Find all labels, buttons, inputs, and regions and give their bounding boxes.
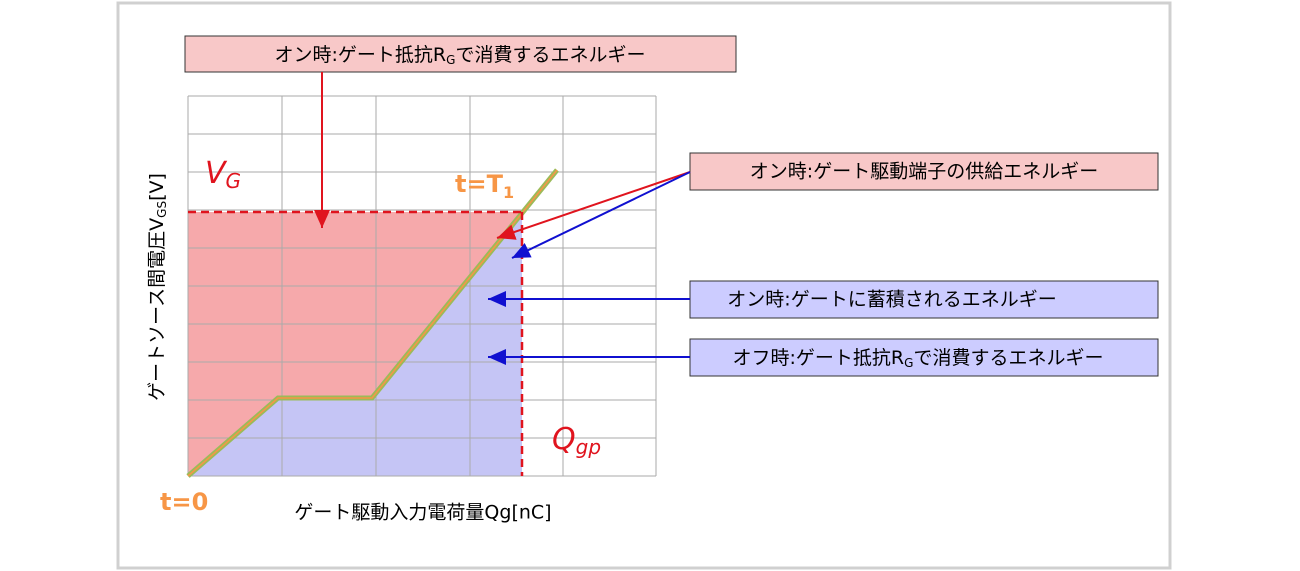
off-box-text: オフ時:ゲート抵抗RGで消費するエネルギー	[733, 347, 1104, 370]
text-part: gp	[576, 435, 601, 459]
stored-box	[689, 280, 1159, 319]
qgp-label: Qgp	[552, 422, 601, 459]
text-part: t=T	[455, 170, 504, 198]
text-part: Q	[552, 422, 576, 457]
text-part: G	[226, 169, 242, 193]
text-part: G	[446, 53, 455, 67]
off-box	[689, 338, 1159, 377]
arrow	[496, 171, 691, 240]
y-axis-label: ゲートソース間電圧VGS[V]	[146, 173, 169, 401]
text-part: 1	[503, 183, 514, 202]
text-part: で消費するエネルギー	[455, 44, 645, 66]
t0-label: t=0	[160, 488, 208, 516]
text-part: オン時:ゲート抵抗R	[275, 44, 447, 66]
text-part: V	[205, 156, 228, 191]
text-part: ゲートソース間電圧V	[146, 218, 168, 401]
supply-box	[689, 152, 1159, 191]
stored-area	[188, 212, 522, 476]
vgs-curve-inner	[187, 169, 558, 477]
stored-box-text: オン時:ゲートに蓄積されるエネルギー	[727, 289, 1056, 311]
text-part: GS	[155, 201, 169, 218]
text-part: で消費するエネルギー	[913, 347, 1103, 369]
vg-label: VG	[205, 156, 241, 193]
top-box	[184, 35, 737, 73]
t1-label: t=T1	[455, 170, 514, 202]
top-box-text: オン時:ゲート抵抗RGで消費するエネルギー	[275, 44, 646, 67]
grid	[187, 95, 657, 477]
x-axis-label: ゲート駆動入力電荷量Qg[nC]	[294, 502, 551, 524]
text-part: [V]	[146, 173, 168, 201]
text-part: オフ時:ゲート抵抗R	[733, 347, 905, 369]
on-loss-area	[188, 212, 522, 476]
text-part: G	[904, 356, 913, 370]
arrow	[511, 171, 691, 259]
supply-box-text: オン時:ゲート駆動端子の供給エネルギー	[750, 161, 1098, 183]
